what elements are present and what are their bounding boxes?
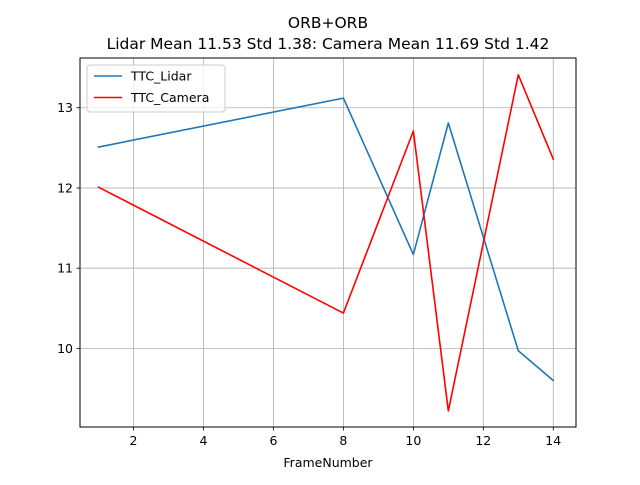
legend-label-ttc-lidar: TTC_Lidar [130, 69, 192, 84]
x-tick-label: 12 [475, 433, 491, 448]
y-tick-label: 12 [57, 180, 73, 195]
series-line-ttc-camera [97, 74, 555, 412]
x-tick-label: 10 [405, 433, 421, 448]
plot-frame [79, 57, 577, 428]
series-lines [97, 74, 555, 412]
chart-subtitle: Lidar Mean 11.53 Std 1.38: Camera Mean 1… [107, 35, 550, 53]
grid-lines [80, 58, 576, 427]
legend: TTC_Lidar TTC_Camera [86, 64, 226, 113]
x-tick-label: 8 [339, 433, 347, 448]
series-line-ttc-lidar [97, 97, 555, 382]
y-tick-label: 13 [57, 100, 73, 115]
x-tick-label: 6 [269, 433, 277, 448]
axis-ticks: 2 4 6 8 10 12 14 10 11 12 13 [57, 100, 561, 448]
legend-label-ttc-camera: TTC_Camera [130, 90, 209, 105]
x-tick-label: 4 [199, 433, 207, 448]
y-tick-label: 10 [57, 341, 73, 356]
x-tick-label: 14 [545, 433, 561, 448]
x-axis-label: FrameNumber [283, 455, 373, 470]
x-tick-label: 2 [130, 433, 138, 448]
y-tick-label: 11 [57, 261, 73, 276]
chart-title: ORB+ORB [288, 14, 368, 32]
